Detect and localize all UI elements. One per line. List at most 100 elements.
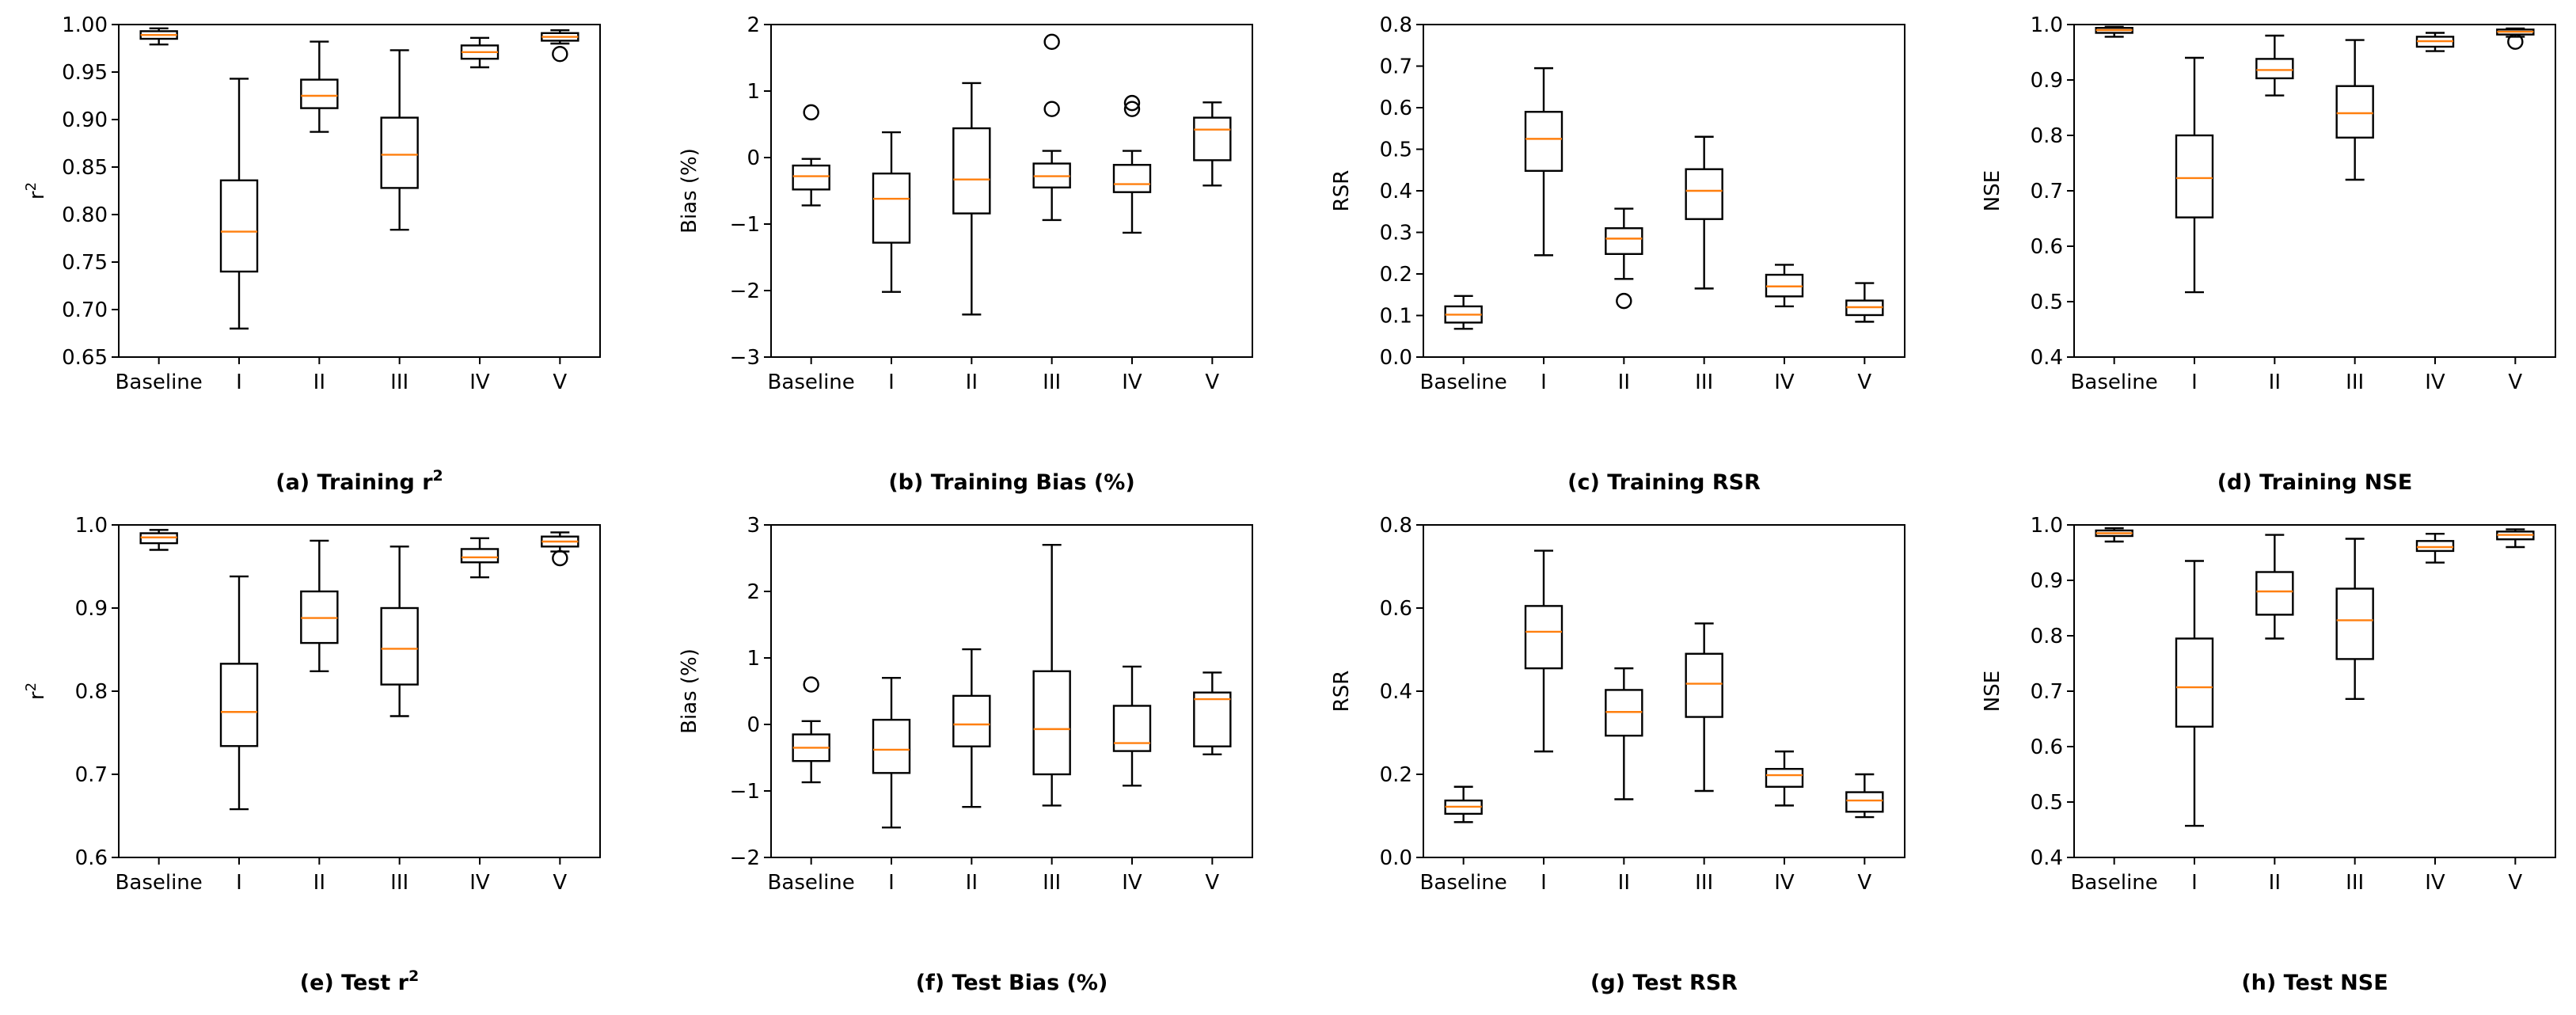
y-tick-label: 0.0	[1380, 346, 1412, 370]
y-tick-label: 0.75	[62, 251, 108, 275]
iqr-box	[872, 172, 911, 244]
box-iv	[2415, 32, 2455, 52]
x-tick-label: I	[888, 871, 895, 895]
x-tick-label: III	[390, 871, 408, 895]
y-tick-label: 0	[747, 713, 760, 737]
y-tick-label: 0.95	[62, 61, 108, 85]
panel-caption: (d) Training NSE	[2217, 470, 2413, 495]
outlier-point	[552, 549, 568, 567]
y-tick-label: 1	[747, 80, 760, 104]
iqr-box	[1765, 767, 1804, 788]
y-tick-label: 0.5	[2031, 291, 2063, 314]
box-ii	[952, 648, 991, 808]
y-tick-label: 0.2	[1380, 263, 1412, 287]
box-iv	[460, 36, 500, 69]
panel-caption-text: (c) Training RSR	[1567, 470, 1761, 495]
y-tick-label: 0.5	[2031, 791, 2063, 815]
box-iv	[1112, 94, 1152, 234]
outlier-point	[1123, 94, 1141, 112]
iqr-box	[2175, 637, 2214, 728]
y-tick-label: 0.6	[2031, 235, 2063, 259]
iqr-box	[380, 116, 419, 189]
y-tick-label: 0.2	[1380, 763, 1412, 787]
y-axis-label: NSE	[1981, 170, 2004, 211]
iqr-box	[2255, 58, 2294, 80]
box-v	[1845, 282, 1884, 323]
iqr-box	[380, 606, 419, 686]
iqr-box	[300, 78, 339, 109]
x-tick-label: I	[236, 371, 242, 394]
y-tick-label: 0.1	[1380, 305, 1412, 329]
y-tick-label: 1.0	[2031, 514, 2063, 538]
box-baseline	[2095, 25, 2133, 38]
x-tick-label: I	[1541, 871, 1547, 895]
y-tick-label: 0.9	[2031, 569, 2063, 593]
box-baseline	[139, 27, 178, 46]
panel-caption-text: (f) Test Bias (%)	[916, 971, 1108, 995]
iqr-box	[1193, 116, 1232, 162]
y-axis-label: NSE	[1981, 671, 2004, 712]
y-tick-label: 0.0	[1380, 846, 1412, 870]
y-tick-label: 0.80	[62, 203, 108, 227]
iqr-box	[2335, 85, 2374, 139]
box-v	[2496, 27, 2535, 50]
y-axis-label-text: NSE	[1981, 671, 2004, 712]
y-tick-label: 0.9	[2031, 69, 2063, 93]
y-tick-label: 0.85	[62, 156, 108, 180]
box-ii	[952, 82, 991, 316]
x-tick-label: III	[1043, 871, 1061, 895]
y-axis-label-superscript: 2	[23, 182, 40, 191]
x-tick-label: II	[966, 871, 978, 895]
y-tick-label: 0.8	[75, 680, 108, 704]
axes-frame	[770, 524, 1253, 858]
x-tick-label: Baseline	[2071, 871, 2158, 895]
box-ii	[1605, 207, 1643, 310]
box-baseline	[1444, 785, 1483, 823]
box-baseline	[139, 529, 178, 551]
panel-caption: (b) Training Bias (%)	[888, 470, 1134, 495]
y-tick-label: −1	[730, 780, 760, 804]
x-tick-label: II	[1618, 871, 1630, 895]
iqr-box	[1524, 605, 1563, 670]
box-iii	[380, 49, 419, 231]
box-i	[872, 677, 911, 829]
outlier-point	[1043, 101, 1060, 117]
box-ii	[1605, 667, 1643, 800]
x-tick-label: V	[2508, 371, 2522, 394]
x-tick-label: Baseline	[768, 871, 855, 895]
x-tick-label: V	[1857, 871, 1871, 895]
y-axis-label: Bias (%)	[678, 148, 701, 234]
x-tick-label: V	[1205, 371, 1219, 394]
x-tick-label: V	[553, 871, 567, 895]
box-iv	[1765, 750, 1804, 807]
x-tick-label: III	[2346, 371, 2364, 394]
y-axis-label-superscript: 2	[23, 682, 40, 691]
y-tick-label: 0.4	[2031, 346, 2063, 370]
y-tick-label: 0.65	[62, 346, 108, 370]
x-tick-label: V	[1857, 371, 1871, 394]
y-tick-label: 1.00	[62, 13, 108, 37]
x-tick-label: Baseline	[2071, 371, 2158, 394]
panel-caption-superscript: 2	[433, 467, 443, 485]
y-axis-label-text: NSE	[1981, 170, 2004, 211]
box-i	[219, 575, 259, 811]
x-tick-label: IV	[469, 371, 490, 394]
y-tick-label: 0.6	[2031, 736, 2063, 759]
x-tick-label: III	[1695, 871, 1713, 895]
box-ii	[2255, 34, 2294, 97]
panel-caption: (h) Test NSE	[2241, 971, 2388, 995]
x-tick-label: Baseline	[1420, 371, 1507, 394]
box-v	[1845, 773, 1884, 819]
y-tick-label: 0.8	[2031, 124, 2063, 148]
box-iii	[1032, 544, 1071, 807]
outlier-point	[1123, 101, 1141, 117]
panel-caption: (a) Training r2	[275, 467, 443, 495]
iqr-box	[952, 127, 991, 215]
x-tick-label: Baseline	[116, 871, 203, 895]
x-tick-label: III	[1043, 371, 1061, 394]
y-tick-label: 0.4	[1380, 180, 1412, 203]
y-tick-label: −3	[730, 346, 760, 370]
